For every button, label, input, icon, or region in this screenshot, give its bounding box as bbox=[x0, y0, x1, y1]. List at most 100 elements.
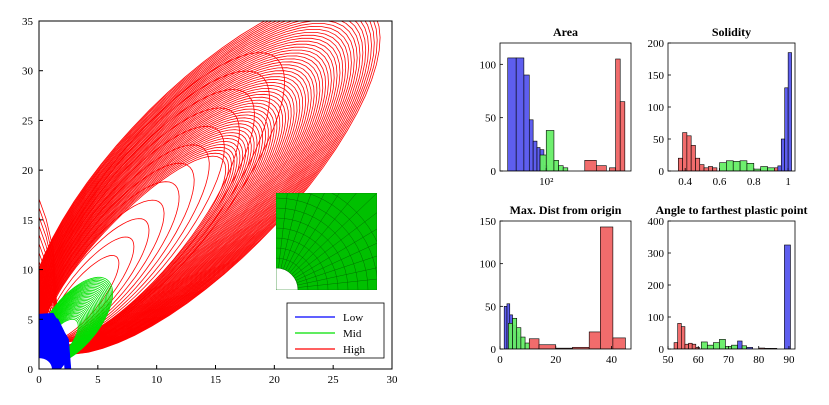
mesh-line bbox=[276, 257, 309, 290]
mesh-line bbox=[276, 237, 329, 290]
x-tick-label: 90 bbox=[783, 354, 795, 366]
main-curves bbox=[39, 21, 381, 369]
mesh-line bbox=[331, 193, 377, 243]
maxdist-bar bbox=[538, 344, 557, 349]
area-bar bbox=[539, 154, 547, 171]
maxdist-bar bbox=[524, 342, 530, 349]
y-tick-label: 100 bbox=[480, 259, 497, 271]
x-tick-label: 80 bbox=[753, 354, 765, 366]
maxdist-bars bbox=[503, 226, 626, 349]
area-bar bbox=[619, 101, 626, 171]
solidity-bar bbox=[708, 166, 713, 171]
low-contour bbox=[39, 312, 72, 369]
y-tick-label: 100 bbox=[648, 102, 665, 114]
angle-bar bbox=[731, 344, 738, 349]
maxdist-bar bbox=[516, 327, 522, 349]
area-bar bbox=[558, 165, 564, 171]
solidity-bar bbox=[703, 167, 709, 171]
y-tick-label: 100 bbox=[480, 59, 497, 71]
x-tick-label: 25 bbox=[328, 374, 340, 386]
mesh-line bbox=[294, 228, 377, 279]
y-tick-label: 0 bbox=[659, 344, 665, 356]
solidity-bar bbox=[719, 162, 727, 171]
y-tick-label: 100 bbox=[648, 312, 665, 324]
maxdist-axes-box bbox=[499, 220, 632, 350]
angle-bar bbox=[684, 343, 689, 349]
maxdist-bar bbox=[503, 306, 508, 349]
area-bar bbox=[515, 57, 525, 171]
solidity-bar bbox=[686, 135, 692, 171]
y-tick-label: 15 bbox=[22, 215, 34, 227]
y-tick-label: 50 bbox=[485, 301, 497, 313]
solidity-bar bbox=[760, 166, 768, 171]
area-bar bbox=[609, 167, 616, 171]
maxdist-title: Max. Dist from origin bbox=[510, 203, 622, 217]
solidity-bar bbox=[774, 167, 779, 171]
y-tick-label: 20 bbox=[22, 165, 34, 177]
angle-bar bbox=[737, 340, 743, 349]
solidity-title: Solidity bbox=[712, 25, 751, 39]
y-tick-label: 35 bbox=[22, 16, 34, 28]
angle-axes-box bbox=[667, 220, 796, 350]
mesh-line bbox=[276, 207, 359, 290]
mesh-line bbox=[283, 193, 312, 270]
mesh-inset bbox=[276, 193, 377, 290]
y-tick-label: 400 bbox=[648, 216, 665, 228]
solidity-bar bbox=[712, 167, 718, 171]
area-bar bbox=[528, 119, 534, 171]
mesh-hole bbox=[276, 267, 299, 290]
hist-area: Area 10² 0 50 100 bbox=[480, 25, 632, 188]
solidity-bar bbox=[780, 138, 786, 171]
legend-label: Mid bbox=[343, 328, 362, 340]
angle-bar bbox=[700, 341, 708, 349]
y-tick-label: 0 bbox=[659, 166, 665, 178]
legend: Low Mid High bbox=[286, 302, 385, 359]
angle-bar bbox=[688, 342, 693, 349]
maxdist-bar bbox=[588, 331, 601, 349]
mesh-line bbox=[289, 193, 357, 273]
main-ticks: 0 5 10 15 20 25 30 0 5 10 15 20 25 30 35 bbox=[22, 16, 398, 386]
area-bar bbox=[562, 167, 569, 171]
solidity-bar bbox=[726, 160, 734, 171]
x-tick-label: 70 bbox=[723, 354, 735, 366]
x-tick-label: 50 bbox=[663, 354, 675, 366]
angle-bar bbox=[691, 343, 697, 349]
hist-maxdist: Max. Dist from origin 0 20 40 0 50 100 150 bbox=[480, 203, 632, 366]
maxdist-bar bbox=[520, 336, 526, 349]
maxdist-bar bbox=[508, 323, 513, 349]
hole bbox=[39, 358, 52, 369]
mesh-line bbox=[285, 193, 325, 271]
y-tick-label: 30 bbox=[22, 66, 34, 78]
maxdist-bar bbox=[528, 338, 540, 349]
solidity-bar bbox=[695, 157, 701, 171]
solidity-bar bbox=[777, 165, 782, 171]
main-plot: 0 5 10 15 20 25 30 0 5 10 15 20 25 30 35 Low Mid High bbox=[22, 16, 398, 386]
x-tick-label: 20 bbox=[269, 374, 281, 386]
area-bar bbox=[536, 147, 541, 171]
mesh-line bbox=[278, 193, 288, 269]
y-tick-label: 300 bbox=[648, 248, 665, 260]
y-tick-label: 50 bbox=[653, 134, 665, 146]
y-tick-label: 200 bbox=[648, 280, 665, 292]
mesh-line bbox=[293, 212, 377, 277]
mesh-line bbox=[306, 193, 377, 279]
area-bar bbox=[532, 140, 538, 171]
maxdist-bar bbox=[600, 226, 614, 349]
y-tick-label: 200 bbox=[648, 38, 665, 50]
y-tick-label: 0 bbox=[491, 166, 497, 178]
x-tick-label: 15 bbox=[210, 374, 222, 386]
mesh-line bbox=[296, 255, 377, 283]
angle-bar bbox=[741, 345, 747, 349]
area-bars bbox=[507, 57, 626, 171]
solidity-bar bbox=[699, 164, 705, 171]
solidity-bar bbox=[682, 132, 688, 171]
x-tick-label: 0 bbox=[497, 354, 503, 366]
mesh-line bbox=[276, 217, 349, 290]
x-tick-label: 0.6 bbox=[713, 176, 727, 188]
angle-bar bbox=[784, 244, 791, 349]
area-bar bbox=[596, 165, 607, 171]
mesh-line bbox=[287, 193, 340, 272]
maxdist-bar bbox=[512, 317, 518, 349]
angle-bar bbox=[673, 342, 678, 349]
